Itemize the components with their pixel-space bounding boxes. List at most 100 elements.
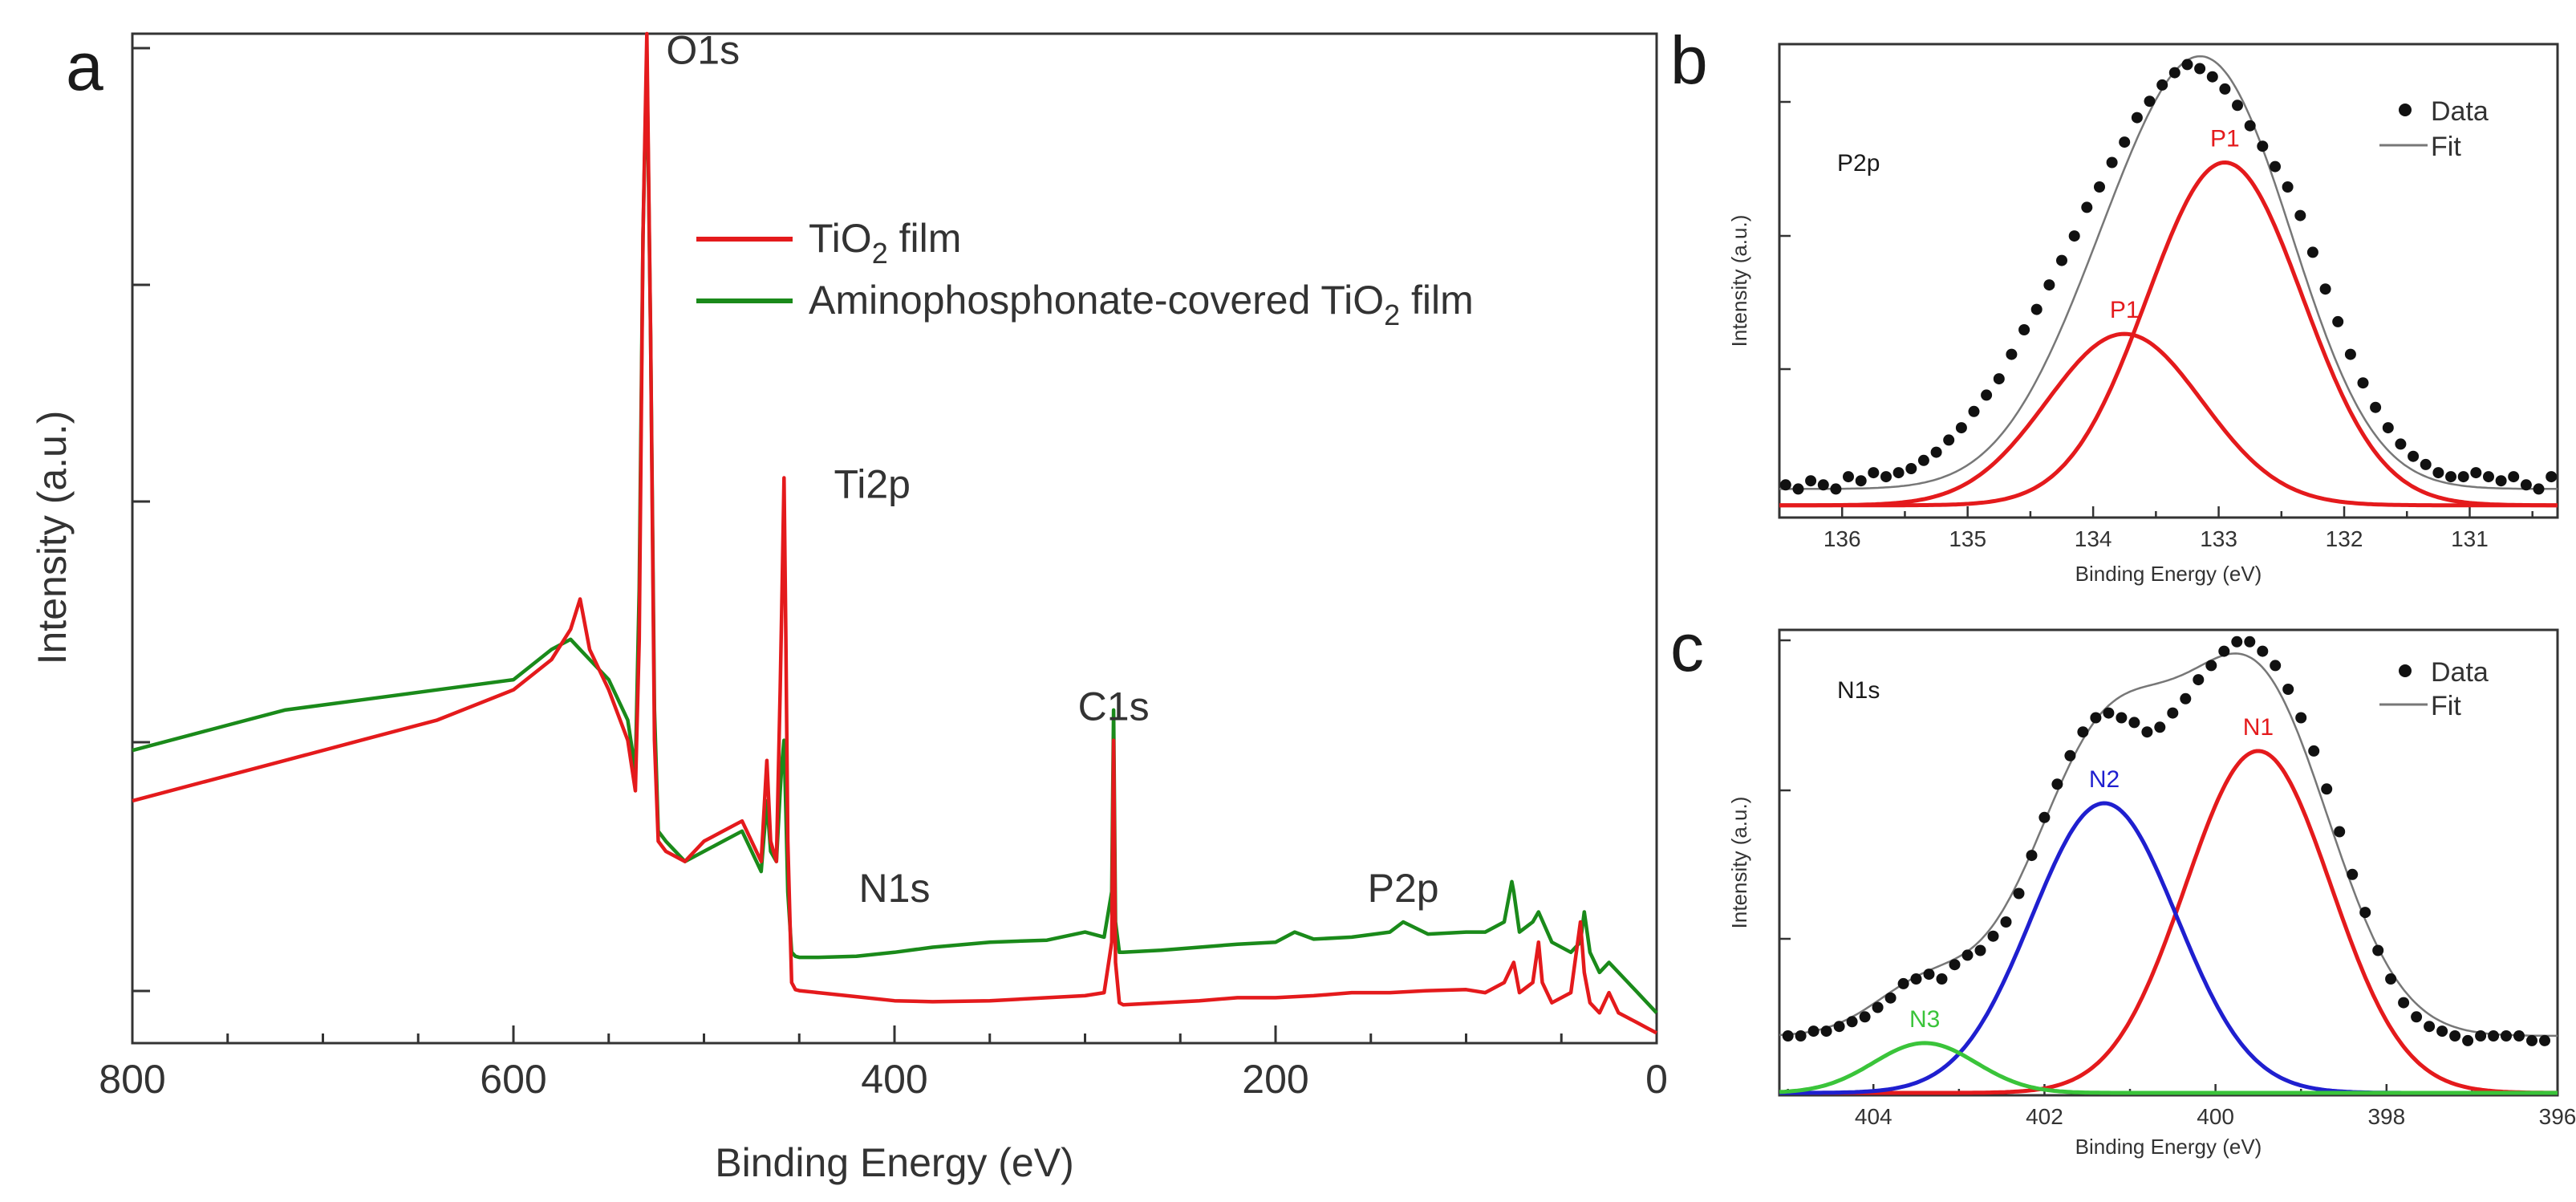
panel-a-y-axis-label: Intensity (a.u.) bbox=[30, 411, 75, 665]
legend-label-aminophosphonate-film: Aminophosphonate-covered TiO2 film bbox=[809, 278, 1474, 331]
data-point bbox=[2194, 63, 2206, 75]
peak-label-o1s: O1s bbox=[666, 28, 740, 73]
data-point bbox=[1897, 977, 1909, 989]
legend-label-tio2-film: TiO2 film bbox=[809, 216, 961, 270]
data-point bbox=[2395, 438, 2407, 450]
data-point bbox=[2257, 140, 2269, 152]
panel-b-x-tick-label: 134 bbox=[2075, 526, 2112, 551]
data-point bbox=[2475, 1030, 2487, 1042]
peak-label-c1s: C1s bbox=[1078, 684, 1150, 729]
data-point bbox=[1817, 479, 1829, 491]
data-point bbox=[2495, 475, 2507, 487]
data-point bbox=[1868, 467, 1880, 479]
panel-label-c: c bbox=[1670, 610, 1704, 685]
panel-a-x-tick-label: 400 bbox=[861, 1057, 927, 1102]
series-line-tio2-film bbox=[132, 31, 1658, 1035]
data-point bbox=[2408, 450, 2420, 462]
panel-c-x-tick-label: 400 bbox=[2197, 1104, 2234, 1129]
component-label-n3-2: N3 bbox=[1909, 1006, 1940, 1033]
data-point bbox=[2357, 377, 2369, 389]
data-point bbox=[2488, 1030, 2500, 1042]
panel-c-frame bbox=[1778, 628, 2559, 1097]
data-point bbox=[2181, 59, 2193, 71]
data-point bbox=[2167, 707, 2179, 719]
panel-c-x-tick-label: 402 bbox=[2026, 1104, 2063, 1129]
data-point bbox=[2420, 458, 2432, 470]
data-point bbox=[2319, 283, 2331, 295]
data-point bbox=[2398, 997, 2410, 1009]
component-label-p1-0: P1 bbox=[2110, 297, 2140, 323]
panel-b-legend-data-marker bbox=[2399, 104, 2412, 116]
data-point bbox=[2513, 1030, 2525, 1042]
component-label-p1-1: P1 bbox=[2210, 126, 2240, 152]
data-point bbox=[2103, 707, 2115, 719]
data-point bbox=[2232, 99, 2243, 112]
data-point bbox=[2144, 95, 2156, 108]
data-point bbox=[1859, 1011, 1871, 1023]
component-curve-p1-1 bbox=[1779, 160, 2558, 508]
panel-c-x-axis-label: Binding Energy (eV) bbox=[2075, 1135, 2262, 1159]
panel-a-x-tick-label: 800 bbox=[99, 1057, 165, 1102]
data-point bbox=[2470, 467, 2482, 479]
data-point bbox=[2116, 712, 2128, 724]
data-point bbox=[1910, 973, 1922, 985]
data-point bbox=[2432, 467, 2444, 479]
data-point bbox=[2068, 230, 2080, 242]
panel-b-y-axis-label: Intensity (a.u.) bbox=[1727, 215, 1751, 347]
data-point bbox=[2359, 907, 2371, 919]
data-point bbox=[2094, 181, 2105, 193]
panel-a-legend: TiO2 film Aminophosphonate-covered TiO2 … bbox=[696, 216, 1474, 331]
data-point bbox=[2282, 684, 2294, 695]
panel-b-title: P2p bbox=[1837, 150, 1880, 177]
data-point bbox=[1884, 992, 1897, 1004]
data-point bbox=[2344, 348, 2356, 360]
data-point bbox=[1795, 1030, 1807, 1042]
component-label-n2-1: N2 bbox=[2089, 766, 2120, 793]
panel-c-x-tick-label: 398 bbox=[2367, 1104, 2405, 1129]
data-point bbox=[2030, 303, 2043, 315]
panel-a-x-tick-label: 600 bbox=[480, 1057, 546, 1102]
data-point bbox=[2270, 160, 2281, 173]
panel-b-x-tick-label: 135 bbox=[1949, 526, 1986, 551]
panel-label-b: b bbox=[1670, 22, 1708, 98]
panel-b-x-tick-label: 131 bbox=[2451, 526, 2489, 551]
data-point bbox=[2081, 201, 2093, 213]
data-point bbox=[1949, 959, 1961, 971]
data-point bbox=[1805, 475, 1817, 487]
data-point bbox=[2372, 944, 2384, 956]
data-point bbox=[1779, 479, 1791, 491]
data-point bbox=[2038, 811, 2051, 823]
component-label-n1-0: N1 bbox=[2243, 714, 2274, 741]
data-point bbox=[2436, 1025, 2448, 1038]
data-point bbox=[1807, 1025, 1819, 1038]
data-point bbox=[1930, 446, 1942, 458]
data-point bbox=[2385, 973, 2397, 985]
data-point bbox=[2056, 254, 2067, 266]
data-point bbox=[1961, 949, 1974, 961]
data-point bbox=[1892, 467, 1905, 479]
data-point bbox=[2244, 636, 2256, 648]
data-point bbox=[2090, 712, 2102, 724]
panel-b-legend-fit-label: Fit bbox=[2431, 132, 2461, 162]
data-point bbox=[2193, 674, 2205, 686]
data-point bbox=[2128, 717, 2140, 729]
data-point bbox=[2294, 209, 2306, 221]
data-point bbox=[2064, 749, 2076, 761]
panel-label-a: a bbox=[66, 29, 103, 104]
panel-c-fit-curve bbox=[1779, 652, 2558, 1038]
data-point bbox=[2546, 471, 2558, 483]
data-point bbox=[1905, 463, 1917, 474]
data-point bbox=[2282, 181, 2294, 193]
data-point bbox=[2462, 1034, 2474, 1046]
panel-c-legend-fit-label: Fit bbox=[2431, 691, 2461, 721]
panel-a-x-tick-label: 200 bbox=[1242, 1057, 1308, 1102]
data-point bbox=[2206, 71, 2218, 83]
data-point bbox=[2483, 471, 2494, 483]
panel-b-x-tick-label: 132 bbox=[2326, 526, 2363, 551]
panel-c-legend: Data Fit bbox=[2379, 657, 2489, 721]
data-point bbox=[1917, 454, 1929, 466]
data-point bbox=[2141, 726, 2153, 738]
data-point bbox=[1843, 471, 1854, 483]
data-point bbox=[2077, 726, 2089, 738]
